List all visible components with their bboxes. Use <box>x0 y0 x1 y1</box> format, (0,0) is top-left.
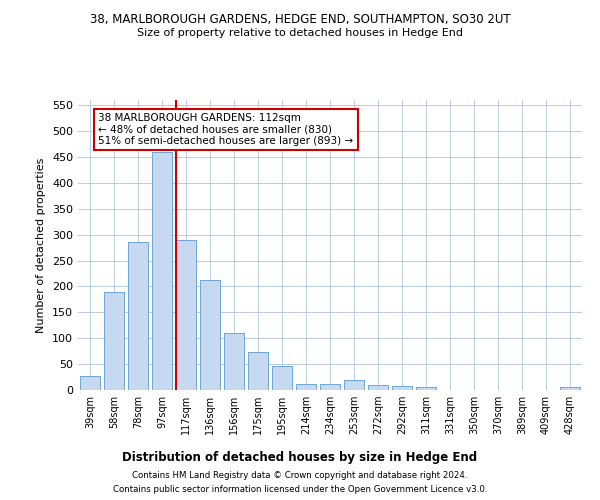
Bar <box>416 388 436 390</box>
Bar <box>368 385 388 390</box>
Bar <box>104 292 124 390</box>
Bar <box>560 388 580 390</box>
Bar <box>296 384 316 390</box>
Bar <box>80 376 100 390</box>
Text: Size of property relative to detached houses in Hedge End: Size of property relative to detached ho… <box>137 28 463 38</box>
Bar <box>344 380 364 390</box>
Bar <box>392 386 412 390</box>
Text: 38 MARLBOROUGH GARDENS: 112sqm
← 48% of detached houses are smaller (830)
51% of: 38 MARLBOROUGH GARDENS: 112sqm ← 48% of … <box>98 113 353 146</box>
Bar <box>248 352 268 390</box>
Bar <box>272 366 292 390</box>
Text: Distribution of detached houses by size in Hedge End: Distribution of detached houses by size … <box>122 451 478 464</box>
Text: 38, MARLBOROUGH GARDENS, HEDGE END, SOUTHAMPTON, SO30 2UT: 38, MARLBOROUGH GARDENS, HEDGE END, SOUT… <box>89 12 511 26</box>
Text: Contains public sector information licensed under the Open Government Licence v3: Contains public sector information licen… <box>113 484 487 494</box>
Bar <box>176 240 196 390</box>
Text: Contains HM Land Registry data © Crown copyright and database right 2024.: Contains HM Land Registry data © Crown c… <box>132 472 468 480</box>
Bar <box>128 242 148 390</box>
Bar <box>152 152 172 390</box>
Y-axis label: Number of detached properties: Number of detached properties <box>37 158 46 332</box>
Bar <box>200 280 220 390</box>
Bar <box>320 384 340 390</box>
Bar <box>224 333 244 390</box>
